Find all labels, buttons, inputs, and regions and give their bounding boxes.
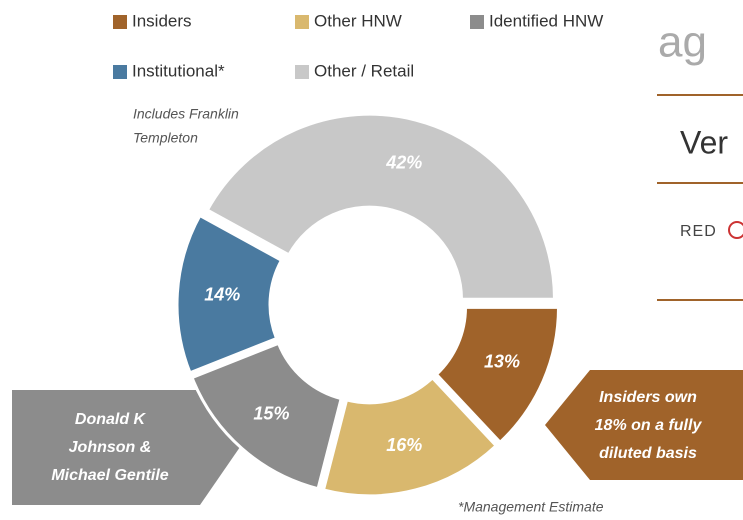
- annotation: Donald K: [75, 411, 147, 428]
- annotation: diluted basis: [599, 445, 697, 462]
- sidebar-icon: [728, 221, 743, 239]
- legend-swatch: [295, 65, 309, 79]
- legend-label: Institutional*: [132, 61, 225, 80]
- legend-swatch: [295, 15, 309, 29]
- sidebar-logo: ag: [658, 18, 707, 67]
- sidebar-item: RED: [680, 223, 717, 240]
- right-callout-box: [545, 370, 743, 480]
- legend-label: Insiders: [132, 11, 192, 30]
- footnote: *Management Estimate: [458, 499, 604, 515]
- annotation: Templeton: [133, 130, 198, 146]
- data-label: 16%: [386, 435, 422, 455]
- donut-segment: [175, 213, 284, 375]
- data-label: 13%: [484, 352, 520, 372]
- donut-segment: [205, 112, 556, 301]
- legend-label: Other / Retail: [314, 61, 414, 80]
- data-label: 14%: [204, 285, 240, 305]
- left-callout-box: [12, 390, 240, 505]
- annotation: 18% on a fully: [595, 417, 703, 434]
- legend-label: Identified HNW: [489, 11, 603, 30]
- annotation: Johnson &: [69, 439, 152, 456]
- data-label: 42%: [385, 152, 422, 172]
- legend-swatch: [113, 65, 127, 79]
- sidebar-item: Ver: [680, 124, 728, 160]
- annotation: Michael Gentile: [51, 467, 168, 484]
- legend-swatch: [113, 15, 127, 29]
- data-label: 15%: [253, 403, 289, 423]
- legend-swatch: [470, 15, 484, 29]
- donut-segment: [321, 375, 499, 498]
- annotation: Includes Franklin: [133, 106, 239, 122]
- legend-label: Other HNW: [314, 11, 402, 30]
- donut-segment: [190, 341, 343, 491]
- annotation: Insiders own: [599, 389, 697, 406]
- donut-segment: [434, 305, 561, 445]
